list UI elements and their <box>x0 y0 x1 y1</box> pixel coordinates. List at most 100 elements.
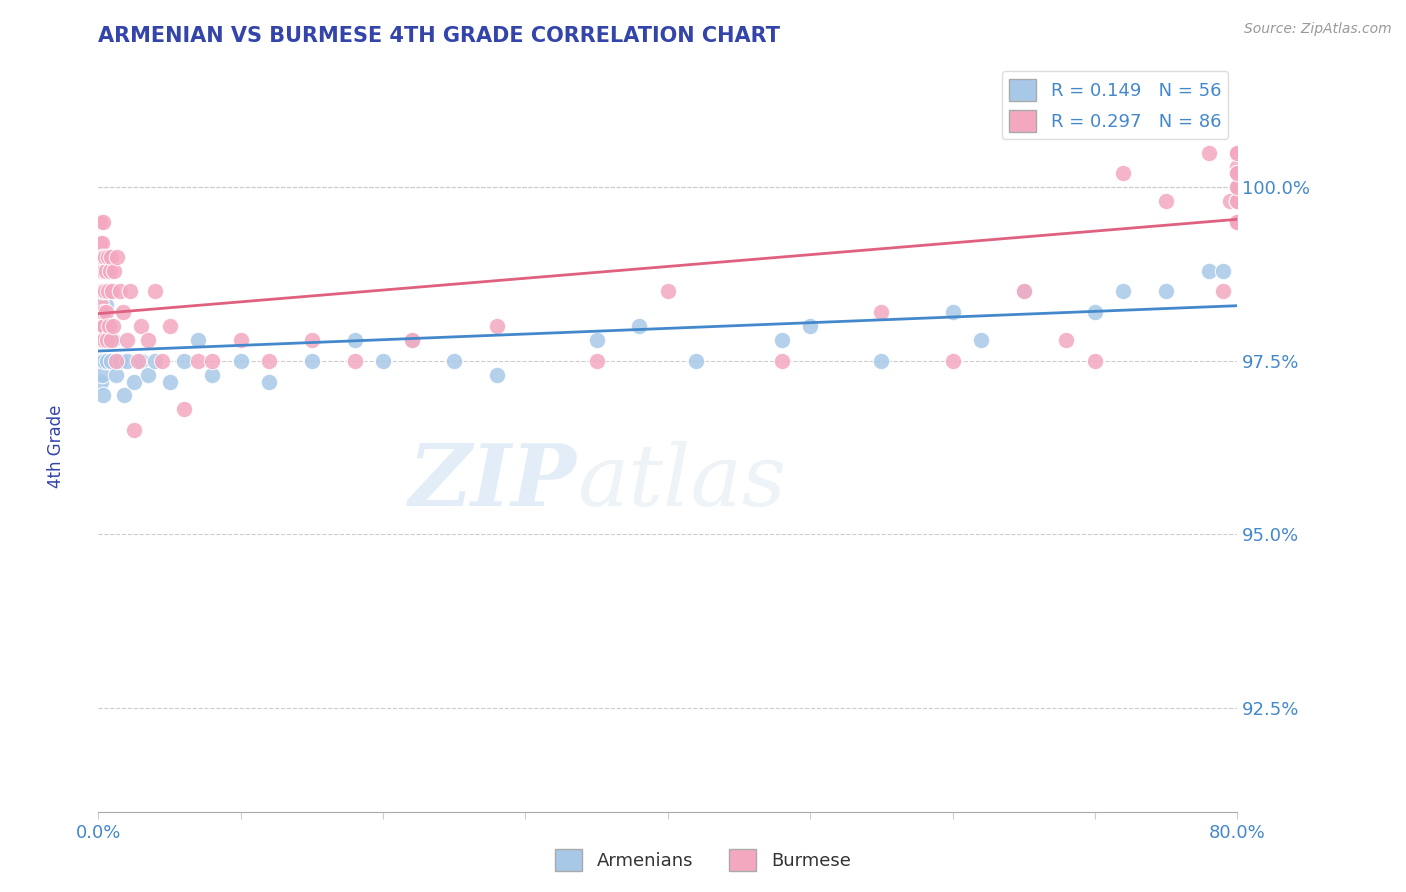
Point <box>942 305 965 319</box>
Point <box>1154 194 1177 209</box>
Point <box>93 215 115 229</box>
Point <box>89 215 111 229</box>
Text: 4th Grade: 4th Grade <box>48 404 65 488</box>
Point <box>90 285 112 299</box>
Text: Source: ZipAtlas.com: Source: ZipAtlas.com <box>1244 22 1392 37</box>
Point <box>1226 180 1249 194</box>
Point <box>91 285 114 299</box>
Point <box>1226 145 1249 160</box>
Point <box>115 353 138 368</box>
Point <box>89 353 111 368</box>
Point <box>628 319 651 334</box>
Point <box>91 305 114 319</box>
Legend: R = 0.149   N = 56, R = 0.297   N = 86: R = 0.149 N = 56, R = 0.297 N = 86 <box>1002 71 1229 139</box>
Point <box>91 319 114 334</box>
Point <box>1226 194 1249 209</box>
Legend: Armenians, Burmese: Armenians, Burmese <box>548 842 858 879</box>
Point <box>122 423 145 437</box>
Point <box>93 353 115 368</box>
Point <box>91 368 114 382</box>
Point <box>108 353 131 368</box>
Point <box>585 353 607 368</box>
Point <box>98 333 121 347</box>
Point <box>100 250 122 264</box>
Point <box>259 375 281 389</box>
Point <box>93 263 115 277</box>
Point <box>93 305 115 319</box>
Point <box>91 388 114 402</box>
Point <box>101 333 124 347</box>
Point <box>91 319 114 334</box>
Point <box>93 319 115 334</box>
Point <box>159 319 181 334</box>
Point <box>1212 285 1234 299</box>
Point <box>112 388 135 402</box>
Point <box>122 375 145 389</box>
Point <box>1226 215 1249 229</box>
Point <box>1226 166 1249 180</box>
Point <box>1226 215 1249 229</box>
Point <box>89 305 111 319</box>
Text: ARMENIAN VS BURMESE 4TH GRADE CORRELATION CHART: ARMENIAN VS BURMESE 4TH GRADE CORRELATIO… <box>98 26 780 45</box>
Point <box>94 250 117 264</box>
Point <box>104 368 127 382</box>
Point <box>90 235 112 250</box>
Point <box>91 250 114 264</box>
Point <box>1154 285 1177 299</box>
Point <box>96 298 118 312</box>
Point <box>127 353 149 368</box>
Point <box>90 298 112 312</box>
Point <box>201 353 224 368</box>
Point <box>301 353 323 368</box>
Point <box>98 263 121 277</box>
Point <box>96 333 118 347</box>
Point <box>89 235 111 250</box>
Point <box>89 250 111 264</box>
Point <box>1226 194 1249 209</box>
Point <box>136 333 159 347</box>
Point <box>443 353 465 368</box>
Point <box>108 285 131 299</box>
Point <box>90 353 112 368</box>
Point <box>187 353 209 368</box>
Point <box>1219 194 1241 209</box>
Point <box>371 353 394 368</box>
Point <box>187 333 209 347</box>
Point <box>90 263 112 277</box>
Point <box>1226 180 1249 194</box>
Point <box>145 285 167 299</box>
Point <box>343 353 366 368</box>
Point <box>1226 160 1249 174</box>
Point <box>1012 285 1035 299</box>
Point <box>89 319 111 334</box>
Text: atlas: atlas <box>576 441 786 524</box>
Point <box>94 333 117 347</box>
Point <box>1226 215 1249 229</box>
Point <box>89 250 111 264</box>
Point <box>89 333 111 347</box>
Point <box>1226 166 1249 180</box>
Point <box>1056 333 1078 347</box>
Point <box>136 368 159 382</box>
Point <box>657 285 679 299</box>
Point <box>1084 353 1107 368</box>
Point <box>799 319 821 334</box>
Point <box>1198 263 1220 277</box>
Point <box>145 353 167 368</box>
Point <box>100 333 122 347</box>
Point <box>94 319 117 334</box>
Point <box>1084 305 1107 319</box>
Point <box>301 333 323 347</box>
Point <box>870 305 893 319</box>
Point <box>97 250 120 264</box>
Point <box>129 353 152 368</box>
Point <box>101 319 124 334</box>
Point <box>970 333 993 347</box>
Point <box>486 319 509 334</box>
Point <box>90 375 112 389</box>
Point <box>159 375 181 389</box>
Point <box>96 353 118 368</box>
Point <box>111 305 134 319</box>
Point <box>770 353 793 368</box>
Point <box>97 319 120 334</box>
